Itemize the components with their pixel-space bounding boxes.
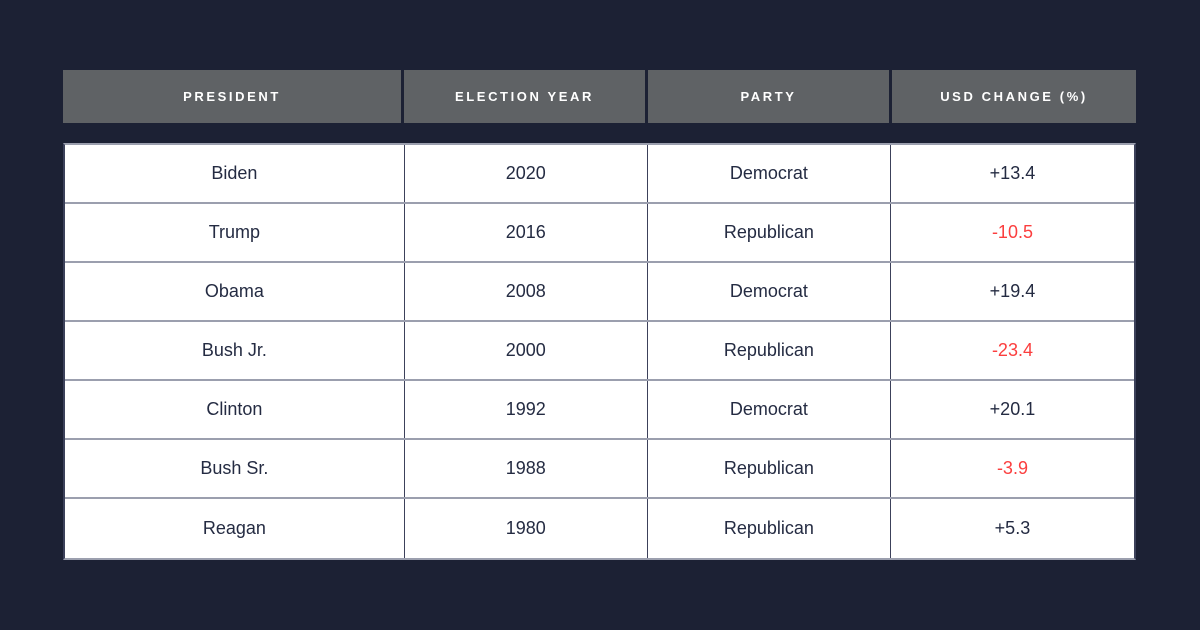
cell-election-year: 1992 <box>405 381 648 438</box>
cell-election-year: 2008 <box>405 263 648 320</box>
presidents-usd-table: PRESIDENT ELECTION YEAR PARTY USD CHANGE… <box>63 70 1136 560</box>
table-header-row: PRESIDENT ELECTION YEAR PARTY USD CHANGE… <box>63 70 1136 123</box>
column-header-usd-change: USD CHANGE (%) <box>892 70 1136 123</box>
cell-usd-change: +5.3 <box>994 518 1031 538</box>
table-row: Clinton 1992 Democrat +20.1 <box>65 381 1134 440</box>
cell-president: Biden <box>65 145 405 202</box>
cell-party: Democrat <box>648 145 891 202</box>
cell-usd-change: -23.4 <box>991 340 1033 360</box>
cell-president: Bush Jr. <box>65 322 405 379</box>
table-body: Biden 2020 Democrat +13.4 Trump 2016 Rep… <box>63 143 1136 560</box>
cell-party: Republican <box>648 440 891 497</box>
cell-president: Bush Sr. <box>65 440 405 497</box>
cell-usd-change: +13.4 <box>989 163 1036 183</box>
cell-president: Clinton <box>65 381 405 438</box>
cell-party: Democrat <box>648 381 891 438</box>
table-row: Reagan 1980 Republican +5.3 <box>65 499 1134 558</box>
cell-usd-change: -10.5 <box>991 222 1033 242</box>
cell-president: Trump <box>65 204 405 261</box>
cell-election-year: 2016 <box>405 204 648 261</box>
table-row: Biden 2020 Democrat +13.4 <box>65 145 1134 204</box>
cell-election-year: 1980 <box>405 499 648 558</box>
table-row: Bush Jr. 2000 Republican -23.4 <box>65 322 1134 381</box>
cell-usd-change: -3.9 <box>996 458 1028 478</box>
table-row: Obama 2008 Democrat +19.4 <box>65 263 1134 322</box>
cell-party: Democrat <box>648 263 891 320</box>
cell-election-year: 2000 <box>405 322 648 379</box>
cell-president: Reagan <box>65 499 405 558</box>
cell-president: Obama <box>65 263 405 320</box>
table-row: Bush Sr. 1988 Republican -3.9 <box>65 440 1134 499</box>
cell-usd-change: +20.1 <box>989 399 1036 419</box>
cell-election-year: 2020 <box>405 145 648 202</box>
column-header-president: PRESIDENT <box>63 70 404 123</box>
cell-election-year: 1988 <box>405 440 648 497</box>
cell-usd-change: +19.4 <box>989 281 1036 301</box>
column-header-party: PARTY <box>648 70 892 123</box>
column-header-election-year: ELECTION YEAR <box>404 70 648 123</box>
cell-party: Republican <box>648 499 891 558</box>
table-row: Trump 2016 Republican -10.5 <box>65 204 1134 263</box>
cell-party: Republican <box>648 322 891 379</box>
cell-party: Republican <box>648 204 891 261</box>
